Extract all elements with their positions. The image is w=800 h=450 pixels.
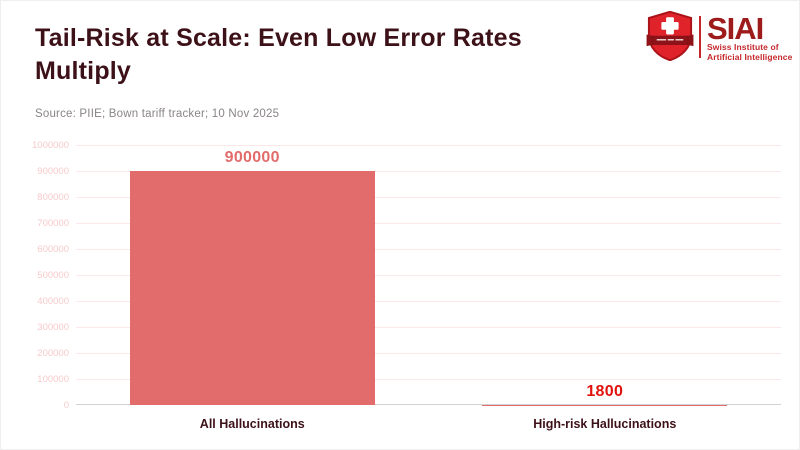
y-tick-label: 200000 [37,348,69,359]
gridline [76,249,781,250]
y-tick-label: 600000 [37,244,69,255]
x-tick-label: High-risk Hallucinations [533,417,677,431]
y-tick-label: 300000 [37,322,69,333]
logo-acronym: SIAI [707,11,764,46]
bar [129,171,375,405]
bar-chart: 0 100000 200000 300000 400000 500000 600000 700… [1,139,799,444]
y-tick-label: 400000 [37,296,69,307]
gridline [76,223,781,224]
gridline [76,275,781,276]
gridline [76,379,781,380]
baseline [76,404,781,405]
y-tick-label: 100000 [37,374,69,385]
logo-subtitle-line1: Swiss Institute of [707,42,779,52]
logo-text: SIAI Swiss Institute of Artificial Intel… [707,11,792,62]
gridline [76,301,781,302]
y-tick-label: 0 [63,400,69,411]
bar-value-label: 900000 [224,149,280,166]
y-tick-label: 900000 [37,166,69,177]
gridline [76,145,781,146]
gridline [76,327,781,328]
gridline [76,171,781,172]
y-tick-label: 1000000 [32,140,69,151]
gridline [76,197,781,198]
logo-divider [699,16,701,58]
y-tick-label: 700000 [37,218,69,229]
plot-area: 900000 1800 [76,145,781,405]
siai-logo: SIAI Swiss Institute of Artificial Intel… [646,11,792,62]
y-axis: 0 100000 200000 300000 400000 500000 600000 700… [1,140,69,411]
x-tick-label: All Hallucinations [199,417,305,431]
swiss-shield-icon [646,11,694,61]
gridline [76,353,781,354]
x-axis: All Hallucinations High-risk Hallucinatio… [76,417,781,437]
bar-value-label: 1800 [586,382,624,400]
y-tick-label: 500000 [37,270,69,281]
page-title: Tail-Risk at Scale: Even Low Error Rates… [35,24,522,85]
source-note: Source: PIIE; Bown tariff tracker; 10 No… [35,108,280,120]
logo-subtitle-line2: Artificial Intelligence [707,51,793,62]
y-tick-label: 800000 [37,192,69,203]
